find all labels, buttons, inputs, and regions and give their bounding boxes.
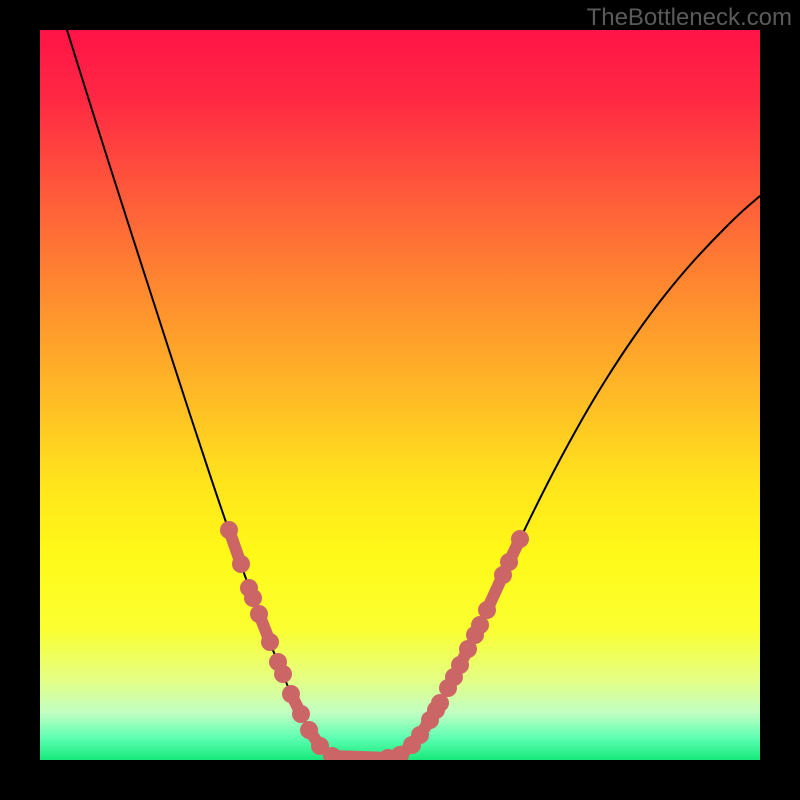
marker-4-cap-b	[292, 705, 310, 723]
marker-3-cap-b	[274, 665, 292, 683]
marker-14-cap-a	[500, 553, 518, 571]
marker-4-cap-a	[282, 685, 300, 703]
marker-11-cap-a	[451, 656, 469, 674]
plot-background	[40, 30, 760, 760]
marker-5-cap-a	[300, 721, 318, 739]
chart-svg	[0, 0, 800, 800]
bottleneck-chart: TheBottleneck.com	[0, 0, 800, 800]
marker-14-cap-b	[511, 530, 529, 548]
watermark-text: TheBottleneck.com	[587, 4, 792, 32]
marker-8-cap-a	[411, 726, 429, 744]
marker-1-cap-b	[244, 589, 262, 607]
marker-0-cap-a	[220, 521, 238, 539]
marker-0-cap-b	[232, 555, 250, 573]
marker-2-cap-b	[261, 633, 279, 651]
marker-2-cap-a	[250, 605, 268, 623]
marker-13-cap-a	[478, 601, 496, 619]
